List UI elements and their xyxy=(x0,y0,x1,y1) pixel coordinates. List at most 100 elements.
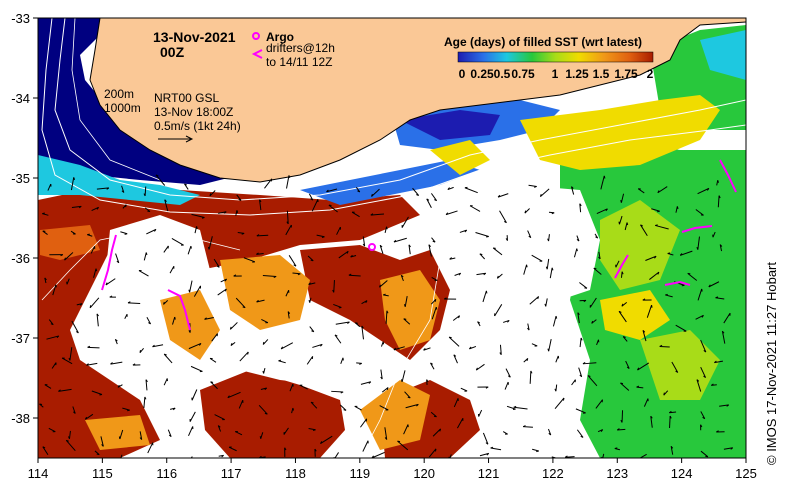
current-vector xyxy=(354,405,362,411)
drifter-track-6 xyxy=(719,159,737,193)
current-vector xyxy=(191,389,198,401)
lat-tick-label: -36 xyxy=(11,251,30,266)
current-vector xyxy=(235,431,243,436)
current-vector xyxy=(278,360,286,364)
current-vector xyxy=(115,253,120,263)
age-1.25day-region-mid xyxy=(600,290,670,340)
current-vector xyxy=(529,370,532,384)
age-1.5day-region-5 xyxy=(85,415,150,450)
current-vector-head xyxy=(620,419,623,423)
current-vector xyxy=(286,175,290,189)
current-vector xyxy=(96,313,99,327)
current-vector-head xyxy=(530,370,533,374)
current-vector xyxy=(404,391,411,399)
current-vector xyxy=(670,446,674,455)
current-vector-head xyxy=(217,425,221,428)
current-vector xyxy=(527,230,532,238)
current-vector xyxy=(624,222,628,231)
no-data-hole-west xyxy=(105,215,210,300)
current-vector xyxy=(229,322,238,330)
current-vector xyxy=(71,320,79,334)
current-vector-head xyxy=(58,389,61,392)
current-vector-head xyxy=(264,387,268,391)
current-vector-head xyxy=(400,274,404,278)
current-vector-head xyxy=(547,348,550,352)
current-vector-head xyxy=(591,320,594,324)
current-vector xyxy=(218,211,227,214)
current-vector-head xyxy=(485,442,489,445)
current-vector-head xyxy=(379,284,381,288)
current-vector xyxy=(571,379,576,386)
current-vector-head xyxy=(365,300,368,304)
current-vector xyxy=(649,271,660,280)
current-vector-head xyxy=(416,194,419,196)
current-vector-head xyxy=(408,244,411,248)
current-vector xyxy=(622,336,628,342)
current-vector xyxy=(163,245,169,253)
current-vector xyxy=(220,278,227,283)
current-vector-head xyxy=(238,198,242,201)
lon-tick-label: 114 xyxy=(28,466,49,481)
current-vector-head xyxy=(579,203,582,207)
current-vector xyxy=(452,315,460,321)
current-vector-head xyxy=(534,185,537,188)
current-vector-head xyxy=(522,425,526,428)
current-vector-head xyxy=(524,210,527,214)
current-vector xyxy=(645,255,657,261)
current-vector xyxy=(214,414,225,421)
current-vector-head xyxy=(423,347,426,351)
current-vector xyxy=(51,362,57,369)
current-vector-head xyxy=(407,396,411,399)
current-vector xyxy=(258,404,268,415)
current-vector-head xyxy=(256,234,260,237)
current-vector-head xyxy=(564,455,568,458)
current-vector xyxy=(261,319,269,324)
current-vector-head xyxy=(580,435,584,438)
current-vector-head xyxy=(105,282,108,286)
no-data-hole-south xyxy=(240,335,340,385)
plot-area xyxy=(38,18,746,458)
current-vector xyxy=(93,268,97,278)
current-vector xyxy=(362,236,366,247)
current-vector xyxy=(331,390,344,393)
current-vector xyxy=(700,450,709,458)
age-legend-tick: 0.5 xyxy=(494,67,511,81)
current-vector-head xyxy=(361,325,364,329)
current-vector xyxy=(385,310,388,324)
current-vector-head xyxy=(577,312,580,316)
current-vector xyxy=(194,226,198,234)
current-vector-head xyxy=(464,229,468,233)
current-vector xyxy=(292,272,301,275)
current-vector-head xyxy=(188,330,191,333)
current-vector xyxy=(235,297,246,309)
current-vector xyxy=(146,317,152,325)
current-vector-head xyxy=(172,407,176,411)
current-vector xyxy=(147,442,154,454)
current-vector-head xyxy=(86,363,89,366)
current-vector xyxy=(299,384,308,390)
current-vector xyxy=(723,312,731,324)
current-vector xyxy=(280,342,294,350)
current-vector-head xyxy=(55,284,57,288)
current-vector xyxy=(71,205,82,209)
current-vector xyxy=(139,431,143,440)
current-vector-head xyxy=(78,205,82,209)
current-vector xyxy=(602,453,605,458)
current-vector-head xyxy=(670,445,674,449)
isobath-extra-3 xyxy=(359,199,441,458)
current-vector-head xyxy=(164,199,167,202)
current-vector-head xyxy=(347,321,350,324)
current-vector-head xyxy=(620,382,624,385)
current-vector-head xyxy=(571,186,574,189)
current-vector xyxy=(384,226,388,233)
current-vector xyxy=(476,272,486,276)
current-vector xyxy=(110,361,123,365)
current-vector-head xyxy=(320,441,323,444)
current-vector xyxy=(403,424,409,435)
current-vector xyxy=(184,183,189,190)
current-vector xyxy=(657,186,668,194)
current-vector xyxy=(85,413,94,420)
current-vector xyxy=(127,302,141,304)
current-vector-head xyxy=(400,379,403,383)
current-vector xyxy=(239,351,249,362)
